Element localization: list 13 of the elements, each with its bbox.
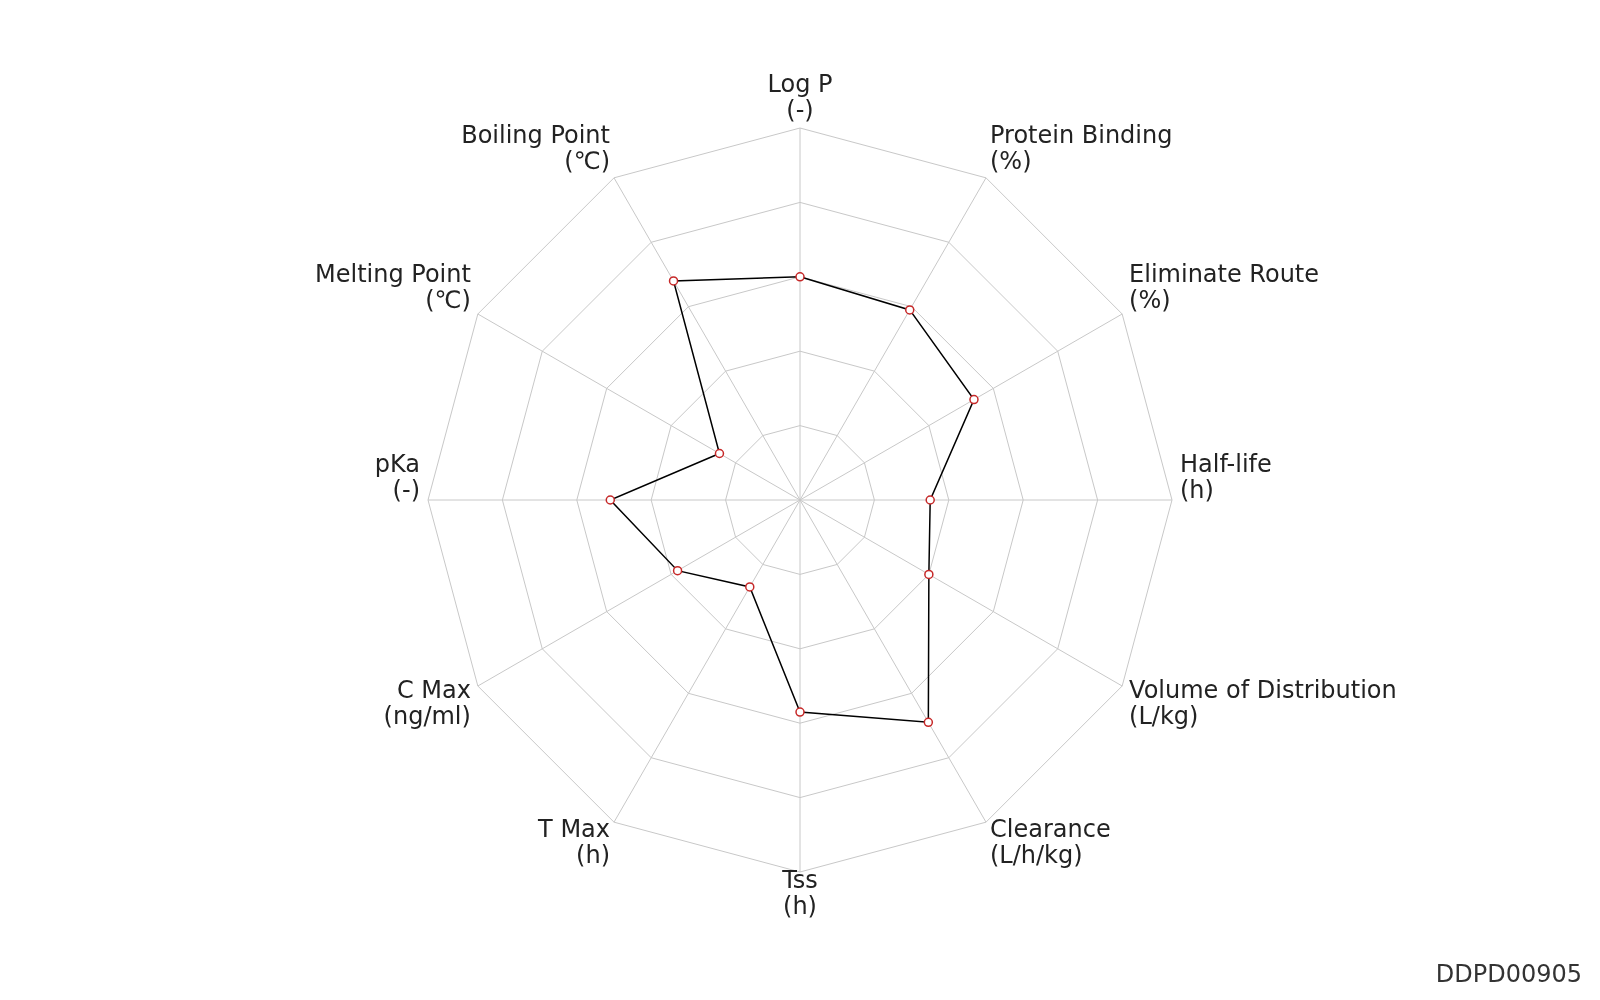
spoke-label: Boiling Point (℃) xyxy=(461,120,610,175)
spoke-label: Half-life (h) xyxy=(1180,450,1272,504)
spoke-label: pKa (-) xyxy=(374,450,420,504)
spoke-label: T Max (h) xyxy=(537,815,610,870)
spoke-label: Volume of Distribution (L/kg) xyxy=(1129,676,1397,730)
spoke-label: Log P (-) xyxy=(767,70,833,124)
spoke-label: Melting Point (℃) xyxy=(315,260,471,314)
spoke-label: Tss (h) xyxy=(781,866,818,920)
spoke-label: Eliminate Route (%) xyxy=(1129,260,1320,314)
spoke-label: Protein Binding (%) xyxy=(990,120,1173,175)
spoke-label: Clearance (L/h/kg) xyxy=(990,815,1111,870)
spoke-label: C Max (ng/ml) xyxy=(383,676,471,730)
text: DDPD00905 xyxy=(1435,960,1582,988)
